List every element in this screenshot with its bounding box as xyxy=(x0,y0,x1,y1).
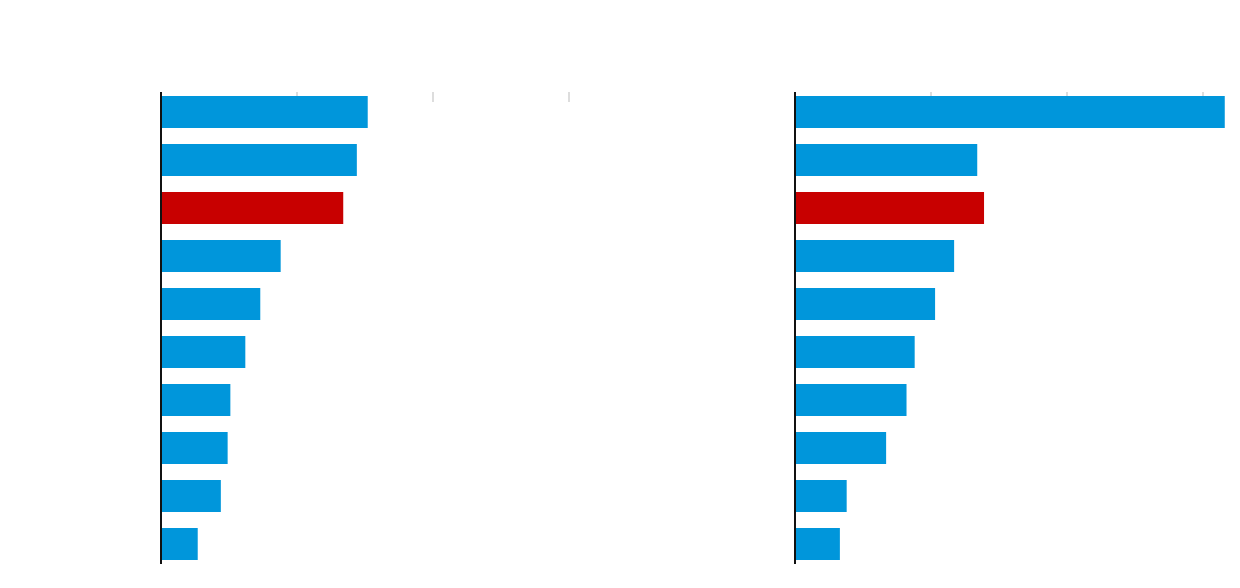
bar xyxy=(161,288,261,320)
bar xyxy=(161,528,198,560)
bar xyxy=(795,288,936,320)
bar xyxy=(795,96,1225,128)
bar xyxy=(161,96,368,128)
bar xyxy=(795,432,887,464)
bar xyxy=(161,480,221,512)
bar xyxy=(795,144,978,176)
bar xyxy=(795,384,907,416)
bar xyxy=(795,240,955,272)
bar xyxy=(161,144,357,176)
bar xyxy=(795,528,840,560)
bar xyxy=(161,336,246,368)
bar xyxy=(161,384,231,416)
bar xyxy=(795,336,915,368)
bar xyxy=(161,432,228,464)
bar xyxy=(795,192,985,224)
bar xyxy=(161,192,344,224)
bar xyxy=(161,240,281,272)
bar xyxy=(795,480,847,512)
